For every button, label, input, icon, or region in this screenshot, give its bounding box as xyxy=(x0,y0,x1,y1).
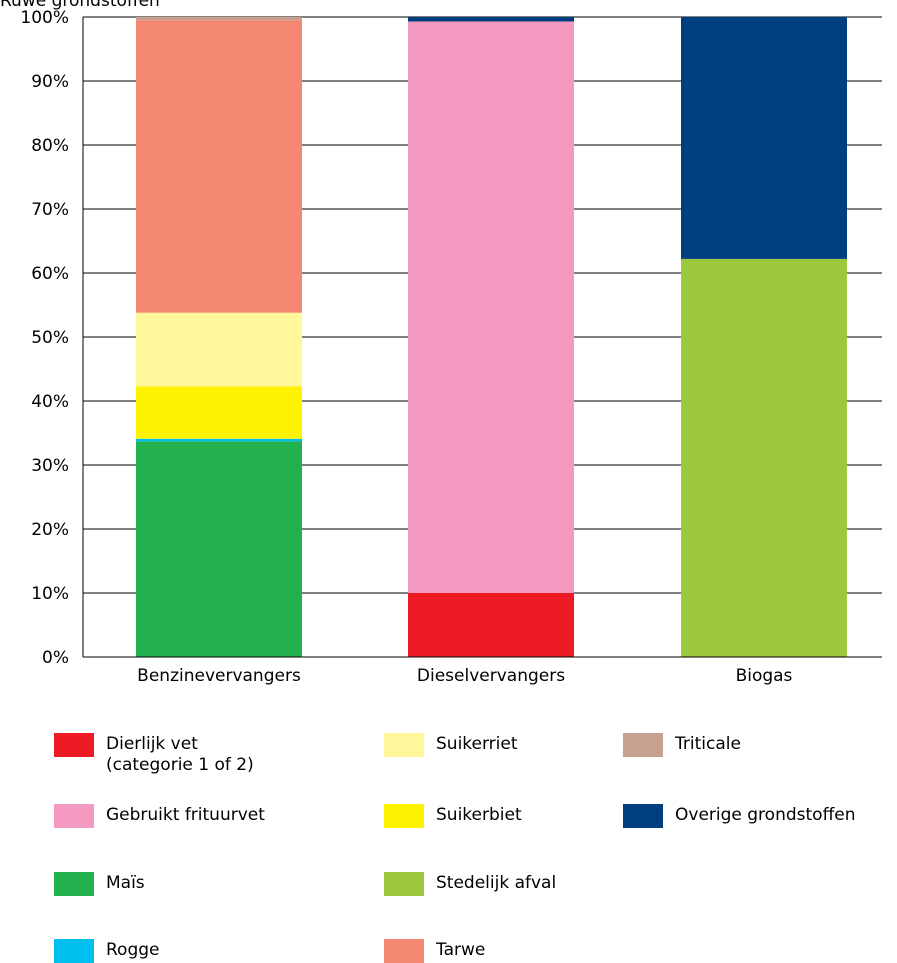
legend-swatch xyxy=(623,733,663,757)
y-tick-label: 20% xyxy=(31,520,69,540)
legend-label: Rogge xyxy=(106,940,160,960)
bar-segment xyxy=(136,17,302,21)
legend-swatch xyxy=(54,804,94,828)
y-tick-label: 10% xyxy=(31,584,69,604)
legend-item: Tarwe xyxy=(384,939,485,963)
legend-label: Overige grondstoffen xyxy=(675,805,856,825)
legend-swatch xyxy=(384,733,424,757)
legend-swatch xyxy=(54,733,94,757)
legend-item: Suikerbiet xyxy=(384,804,522,828)
y-tick-label: 0% xyxy=(42,648,69,668)
legend-label: Tarwe xyxy=(436,940,486,960)
chart-title: Ruwe grondstoffen xyxy=(0,0,160,11)
x-tick-label: Biogas xyxy=(736,666,793,686)
y-tick-label: 80% xyxy=(31,136,69,156)
legend-item: Maïs xyxy=(54,872,145,896)
bar-segment xyxy=(136,441,302,657)
bar-segment xyxy=(136,438,302,442)
legend-label: Gebruikt frituurvet xyxy=(106,805,265,825)
bar-segment xyxy=(136,312,302,387)
legend-swatch xyxy=(54,939,94,963)
y-tick-label: 40% xyxy=(31,392,69,412)
legend-item: Stedelijk afval xyxy=(384,872,556,896)
bar-segment xyxy=(408,21,574,594)
y-tick-label: 90% xyxy=(31,72,69,92)
legend-item: Suikerriet xyxy=(384,733,518,757)
y-tick-label: 30% xyxy=(31,456,69,476)
bar-segment xyxy=(408,593,574,657)
y-tick-label: 60% xyxy=(31,264,69,284)
legend-swatch xyxy=(384,804,424,828)
legend-swatch xyxy=(384,872,424,896)
bar-segment xyxy=(681,17,847,259)
bar-segment xyxy=(136,386,302,439)
legend-label: Dierlijk vet (categorie 1 of 2) xyxy=(106,734,254,775)
y-tick-label: 50% xyxy=(31,328,69,348)
legend-item: Dierlijk vet (categorie 1 of 2) xyxy=(54,733,254,776)
legend-label: Maïs xyxy=(106,873,145,893)
legend-label: Triticale xyxy=(675,734,741,754)
legend-swatch xyxy=(384,939,424,963)
x-tick-label: Benzinevervangers xyxy=(137,666,301,686)
x-axis-labels: Benzinevervangers Dieselvervangers Biogas xyxy=(137,666,792,686)
legend-label: Stedelijk afval xyxy=(436,873,557,893)
bar-segment xyxy=(408,17,574,22)
y-axis-ticks: 0% 10% 20% 30% 40% 50% 60% 70% 80% 90% 100% xyxy=(20,8,69,668)
legend-swatch xyxy=(623,804,663,828)
x-tick-label: Dieselvervangers xyxy=(417,666,565,686)
legend-item: Overige grondstoffen xyxy=(623,804,856,828)
legend-label: Suikerbiet xyxy=(436,805,522,825)
bars xyxy=(136,17,847,657)
legend-label: Suikerriet xyxy=(436,734,518,754)
axes xyxy=(82,17,882,658)
y-tick-label: 70% xyxy=(31,200,69,220)
y-tick-label: 100% xyxy=(20,8,69,28)
legend-swatch xyxy=(54,872,94,896)
bar-segment xyxy=(136,20,302,313)
legend-item: Gebruikt frituurvet xyxy=(54,804,265,828)
legend-item: Rogge xyxy=(54,939,160,963)
bar-segment xyxy=(681,258,847,657)
legend-item: Triticale xyxy=(623,733,741,757)
stacked-bar-chart: 0% 10% 20% 30% 40% 50% 60% 70% 80% 90% 100% Benzin… xyxy=(20,8,882,686)
